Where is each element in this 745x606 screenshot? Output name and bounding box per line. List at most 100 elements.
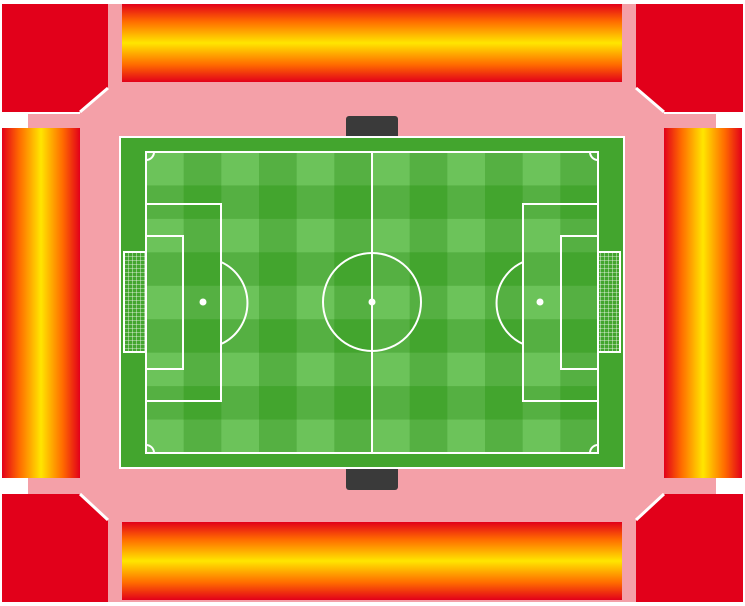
goal-right bbox=[597, 251, 621, 353]
grass-cell bbox=[447, 252, 486, 287]
grass-cell bbox=[183, 419, 222, 454]
players-tunnel-south bbox=[346, 466, 398, 490]
grass-cell bbox=[259, 252, 298, 287]
grass-cell bbox=[560, 419, 599, 454]
penalty-spot-right bbox=[536, 298, 544, 306]
grass-cell bbox=[221, 185, 260, 220]
grass-cell bbox=[183, 319, 222, 354]
grass-cell bbox=[409, 419, 448, 454]
grass-cell bbox=[183, 152, 222, 186]
grass-cell bbox=[372, 218, 411, 253]
grass-cell bbox=[522, 185, 561, 220]
grass-cell bbox=[560, 185, 599, 220]
grass-cell bbox=[522, 218, 561, 253]
grass-cell bbox=[560, 285, 599, 320]
grass-cell bbox=[409, 152, 448, 186]
grass-cell bbox=[447, 152, 486, 186]
grass-cell bbox=[221, 419, 260, 454]
grass-cell bbox=[221, 285, 260, 320]
grass-cell bbox=[183, 386, 222, 421]
grass-cell bbox=[560, 386, 599, 421]
grass-cell bbox=[372, 252, 411, 287]
grass-cell bbox=[334, 218, 373, 253]
grass-cell bbox=[522, 386, 561, 421]
grass-cell bbox=[409, 185, 448, 220]
grass-cell bbox=[146, 386, 185, 421]
grass-cell bbox=[183, 352, 222, 387]
penalty-spot-left bbox=[199, 298, 207, 306]
grass-cell bbox=[221, 252, 260, 287]
grass-cell bbox=[522, 152, 561, 186]
grass-cell bbox=[259, 152, 298, 186]
grass-cell bbox=[296, 352, 335, 387]
grass-cell bbox=[221, 319, 260, 354]
grass-cell bbox=[447, 185, 486, 220]
grass-cell bbox=[447, 352, 486, 387]
grass-cell bbox=[522, 352, 561, 387]
east-stand[interactable] bbox=[664, 128, 742, 478]
grass-cell bbox=[334, 152, 373, 186]
grass-cell bbox=[296, 152, 335, 186]
corner-north-east[interactable] bbox=[636, 4, 743, 112]
south-stand[interactable] bbox=[122, 522, 622, 600]
grass-cell bbox=[296, 185, 335, 220]
corner-south-east[interactable] bbox=[636, 494, 743, 602]
grass-cell bbox=[146, 185, 185, 220]
grass-cell bbox=[372, 285, 411, 320]
grass-cell bbox=[372, 152, 411, 186]
grass-cell bbox=[560, 319, 599, 354]
west-stand[interactable] bbox=[2, 128, 80, 478]
grass-cell bbox=[447, 285, 486, 320]
grass-cell bbox=[447, 419, 486, 454]
grass-cell bbox=[221, 218, 260, 253]
grass-cell bbox=[372, 419, 411, 454]
grass-cell bbox=[334, 252, 373, 287]
center-spot bbox=[368, 298, 376, 306]
grass-cell bbox=[221, 152, 260, 186]
grass-cell bbox=[485, 386, 524, 421]
grass-cell bbox=[447, 319, 486, 354]
grass-cell bbox=[334, 185, 373, 220]
grass-cell bbox=[372, 386, 411, 421]
grass-cell bbox=[409, 285, 448, 320]
grass-cell bbox=[146, 319, 185, 354]
grass-cell bbox=[522, 319, 561, 354]
corner-south-west[interactable] bbox=[2, 494, 108, 602]
grass-cell bbox=[259, 386, 298, 421]
grass-cell bbox=[259, 285, 298, 320]
north-stand[interactable] bbox=[122, 4, 622, 82]
grass-cell bbox=[183, 185, 222, 220]
grass-cell bbox=[485, 185, 524, 220]
grass-cell bbox=[372, 352, 411, 387]
grass-cell bbox=[221, 352, 260, 387]
grass-cell bbox=[485, 419, 524, 454]
grass-cell bbox=[146, 285, 185, 320]
grass-cell bbox=[296, 386, 335, 421]
grass-cell bbox=[522, 419, 561, 454]
grass-cell bbox=[409, 218, 448, 253]
grass-cell bbox=[372, 185, 411, 220]
grass-cell bbox=[296, 285, 335, 320]
grass-cell bbox=[296, 419, 335, 454]
grass-cell bbox=[409, 386, 448, 421]
grass-cell bbox=[485, 252, 524, 287]
grass-cell bbox=[485, 218, 524, 253]
grass-cell bbox=[146, 252, 185, 287]
grass-cell bbox=[259, 218, 298, 253]
grass-cell bbox=[447, 386, 486, 421]
grass-cell bbox=[447, 218, 486, 253]
grass-cell bbox=[296, 218, 335, 253]
goal-left bbox=[123, 251, 147, 353]
corner-north-west[interactable] bbox=[2, 4, 108, 112]
grass-cell bbox=[183, 252, 222, 287]
grass-cell bbox=[485, 352, 524, 387]
grass-cell bbox=[259, 419, 298, 454]
grass-cell bbox=[334, 386, 373, 421]
grass-cell bbox=[183, 218, 222, 253]
grass-cell bbox=[409, 352, 448, 387]
grass-cell bbox=[485, 285, 524, 320]
grass-cell bbox=[259, 185, 298, 220]
grass-cell bbox=[259, 319, 298, 354]
grass-cell bbox=[296, 252, 335, 287]
